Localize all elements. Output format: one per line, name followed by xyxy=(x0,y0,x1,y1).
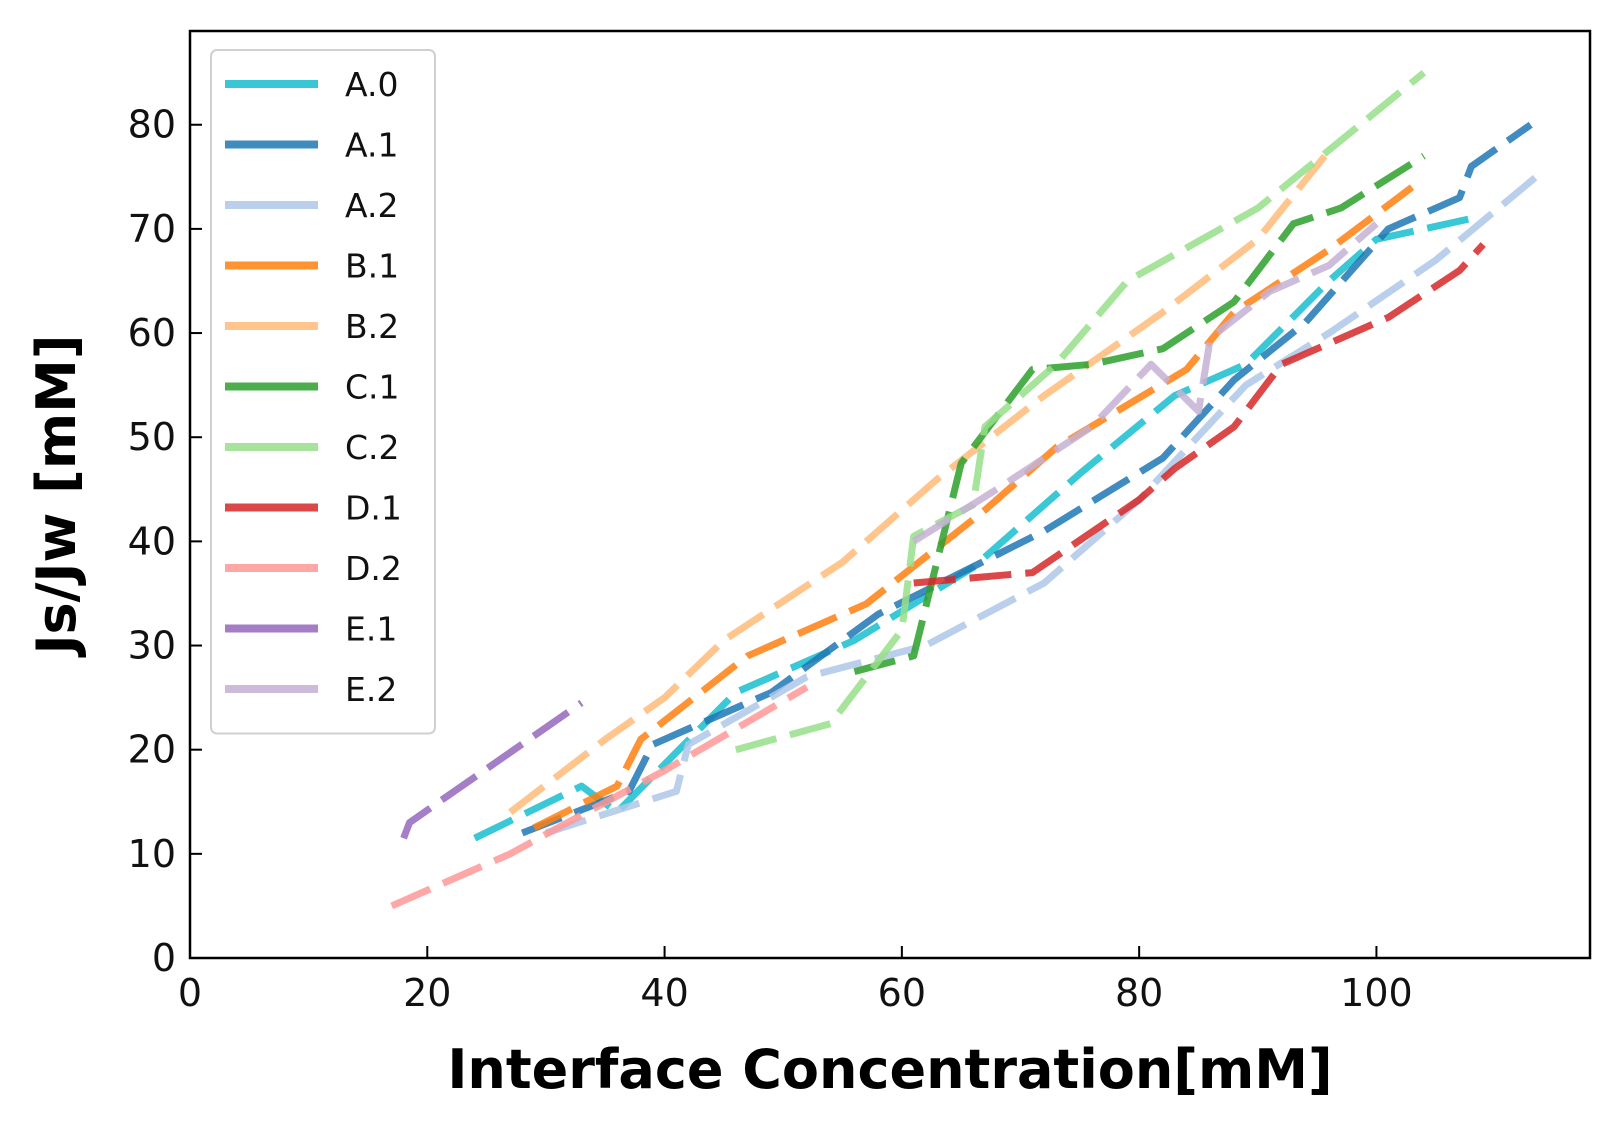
legend-label: C.2 xyxy=(345,428,400,467)
series-line-D.2 xyxy=(390,684,809,910)
y-tick-label: 80 xyxy=(128,103,176,147)
series-line-C.1 xyxy=(853,153,1426,675)
x-tick-label: 100 xyxy=(1340,971,1413,1015)
y-tick-label: 20 xyxy=(128,728,176,772)
legend-label: B.2 xyxy=(345,307,399,346)
series-layer xyxy=(390,69,1545,910)
x-tick-label: 0 xyxy=(178,971,202,1015)
x-tick-label: 20 xyxy=(403,971,451,1015)
y-axis-label: Js/Jw [mM] xyxy=(25,334,88,658)
y-tick-label: 40 xyxy=(128,519,176,563)
series-line-E.2 xyxy=(911,221,1379,545)
y-tick-label: 70 xyxy=(128,207,176,251)
legend-label: D.2 xyxy=(345,549,402,588)
plot-frame xyxy=(188,29,1592,960)
x-axis-label: Interface Concentration[mM] xyxy=(447,1038,1332,1101)
series-line-E.1 xyxy=(400,699,584,840)
series-line-A.2 xyxy=(544,168,1545,837)
y-tick-label: 0 xyxy=(152,936,176,980)
series-line-D.1 xyxy=(913,242,1486,587)
series-line-A.1 xyxy=(520,121,1533,837)
legend: A.0 A.1 A.2 B.1 B.2 C.1 C.2 D.1 D.2 E.1 E.2 xyxy=(210,49,436,735)
series-line-C.2 xyxy=(734,69,1427,754)
legend-label: E.1 xyxy=(345,610,397,649)
legend-label: A.0 xyxy=(345,65,398,104)
y-tick-label: 50 xyxy=(128,415,176,459)
legend-label: D.1 xyxy=(345,489,402,528)
plot-area xyxy=(188,29,1592,960)
legend-label: A.2 xyxy=(345,186,398,225)
y-tick-label: 30 xyxy=(128,624,176,668)
y-axis: 0 10 20 30 40 50 60 70 80 xyxy=(128,103,202,980)
x-tick-label: 80 xyxy=(1115,971,1163,1015)
series-line-B.2 xyxy=(508,148,1332,815)
y-tick-label: 10 xyxy=(128,832,176,876)
x-tick-label: 60 xyxy=(878,971,926,1015)
legend-label: C.1 xyxy=(345,368,400,407)
x-axis: 0 20 40 60 80 100 xyxy=(178,946,1413,1015)
y-tick-label: 60 xyxy=(128,311,176,355)
series-line-A.0 xyxy=(473,215,1473,842)
legend-label: E.2 xyxy=(345,670,397,709)
legend-box xyxy=(210,49,436,735)
legend-label: A.1 xyxy=(345,126,398,165)
legend-label: B.1 xyxy=(345,247,399,286)
x-tick-label: 40 xyxy=(640,971,688,1015)
